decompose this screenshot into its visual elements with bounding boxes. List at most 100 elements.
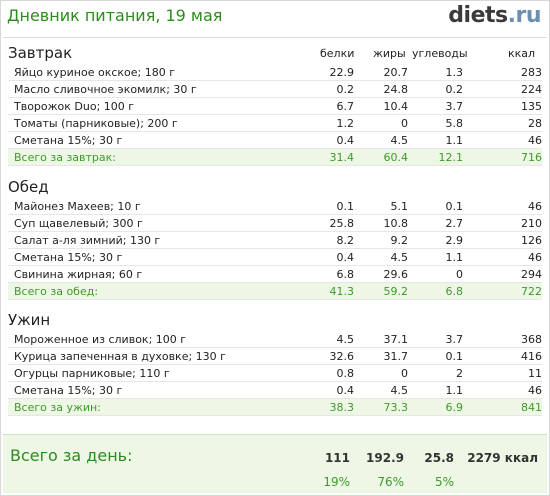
protein-value: 0.2	[270, 80, 354, 98]
page-title: Дневник питания, 19 мая	[7, 6, 223, 25]
kcal-value: 126	[463, 231, 542, 249]
food-row[interactable]: Суп щавелевый; 300 г 25.8 10.8 2.7 210	[8, 214, 542, 232]
food-name[interactable]: Салат а-ля зимний; 130 г	[8, 231, 270, 249]
meal-total-row: Всего за завтрак: 31.4 60.4 12.1 716	[8, 148, 542, 166]
protein-value: 4.5	[270, 331, 354, 348]
food-name[interactable]: Свинина жирная; 60 г	[8, 265, 270, 283]
meal-total-kcal: 841	[463, 398, 542, 416]
carbs-value: 2.7	[408, 214, 463, 232]
day-total-panel: Всего за день: 111 192.9 25.8 2279 ккал …	[3, 434, 547, 493]
food-row[interactable]: Сметана 15%; 30 г 0.4 4.5 1.1 46	[8, 131, 542, 149]
protein-value: 6.7	[270, 97, 354, 115]
fat-value: 5.1	[354, 198, 408, 215]
food-name[interactable]: Курица запеченная в духовке; 130 г	[8, 347, 270, 365]
meal-total-protein: 41.3	[270, 282, 354, 300]
food-name[interactable]: Сметана 15%; 30 г	[8, 248, 270, 266]
food-row[interactable]: Творожок Duo; 100 г 6.7 10.4 3.7 135	[8, 97, 542, 115]
kcal-value: 28	[463, 114, 542, 132]
meal-total-fat: 73.3	[354, 398, 408, 416]
meal-rows: Мороженное из сливок; 100 г 4.5 37.1 3.7 368…	[8, 331, 542, 416]
food-name[interactable]: Яйцо куриное окское; 180 г	[8, 64, 270, 81]
food-row[interactable]: Сметана 15%; 30 г 0.4 4.5 1.1 46	[8, 248, 542, 266]
carbs-value: 2	[408, 364, 463, 382]
kcal-value: 416	[463, 347, 542, 365]
fat-value: 4.5	[354, 248, 408, 266]
meal-total-label: Всего за ужин:	[8, 398, 270, 416]
column-header-fat: жиры	[373, 47, 406, 60]
protein-value: 22.9	[270, 64, 354, 81]
site-logo[interactable]: diets.ru	[448, 3, 541, 28]
food-row[interactable]: Майонез Махеев; 10 г 0.1 5.1 0.1 46	[8, 198, 542, 215]
protein-value: 0.4	[270, 248, 354, 266]
kcal-value: 46	[463, 381, 542, 399]
meal-total-label: Всего за обед:	[8, 282, 270, 300]
meal-rows: Яйцо куриное окское; 180 г 22.9 20.7 1.3 283…	[8, 64, 542, 166]
column-header-kcal: ккал	[508, 47, 536, 60]
logo-main: diets	[448, 3, 508, 28]
carbs-value: 5.8	[408, 114, 463, 132]
meal-total-row: Всего за обед: 41.3 59.2 6.8 722	[8, 282, 542, 300]
carbs-value: 1.3	[408, 64, 463, 81]
fat-value: 24.8	[354, 80, 408, 98]
meal-total-carbs: 6.8	[408, 282, 463, 300]
food-name[interactable]: Сметана 15%; 30 г	[8, 131, 270, 149]
meal-total-carbs: 6.9	[408, 398, 463, 416]
food-row[interactable]: Томаты (парниковые); 200 г 1.2 0 5.8 28	[8, 114, 542, 132]
meal-total-fat: 60.4	[354, 148, 408, 166]
carbs-value: 3.7	[408, 97, 463, 115]
header: Дневник питания, 19 мая diets.ru	[0, 0, 550, 36]
kcal-value: 11	[463, 364, 542, 382]
protein-value: 8.2	[270, 231, 354, 249]
kcal-value: 294	[463, 265, 542, 283]
meal-table-breakfast: Яйцо куриное окское; 180 г 22.9 20.7 1.3 283…	[8, 64, 542, 166]
kcal-value: 46	[463, 131, 542, 149]
meal-total-kcal: 722	[463, 282, 542, 300]
food-name[interactable]: Томаты (парниковые); 200 г	[8, 114, 270, 132]
food-row[interactable]: Яйцо куриное окское; 180 г 22.9 20.7 1.3 283	[8, 64, 542, 81]
meal-total-protein: 38.3	[270, 398, 354, 416]
food-row[interactable]: Масло сливочное экомилк; 30 г 0.2 24.8 0.2 2…	[8, 80, 542, 98]
column-header-carbs: углеводы	[412, 47, 468, 60]
meal-title-lunch: Обед	[8, 178, 49, 196]
meal-total-kcal: 716	[463, 148, 542, 166]
food-row[interactable]: Огурцы парниковые; 110 г 0.8 0 2 11	[8, 364, 542, 382]
carbs-value: 0.1	[408, 347, 463, 365]
fat-value: 9.2	[354, 231, 408, 249]
meal-total-fat: 59.2	[354, 282, 408, 300]
protein-value: 0.8	[270, 364, 354, 382]
kcal-value: 46	[463, 198, 542, 215]
food-name[interactable]: Масло сливочное экомилк; 30 г	[8, 80, 270, 98]
day-pct-protein: 19%	[323, 475, 350, 489]
food-name[interactable]: Суп щавелевый; 300 г	[8, 214, 270, 232]
fat-value: 0	[354, 114, 408, 132]
day-total-kcal: 2279 ккал	[467, 451, 538, 465]
food-name[interactable]: Мороженное из сливок; 100 г	[8, 331, 270, 348]
food-name[interactable]: Творожок Duo; 100 г	[8, 97, 270, 115]
food-name[interactable]: Огурцы парниковые; 110 г	[8, 364, 270, 382]
food-row[interactable]: Салат а-ля зимний; 130 г 8.2 9.2 2.9 126	[8, 231, 542, 249]
header-divider	[3, 37, 547, 38]
meal-total-protein: 31.4	[270, 148, 354, 166]
meal-rows: Майонез Махеев; 10 г 0.1 5.1 0.1 46 Суп щавел…	[8, 198, 542, 300]
carbs-value: 0.1	[408, 198, 463, 215]
food-name[interactable]: Майонез Махеев; 10 г	[8, 198, 270, 215]
protein-value: 25.8	[270, 214, 354, 232]
carbs-value: 1.1	[408, 131, 463, 149]
day-total-carbs: 25.8	[424, 451, 454, 465]
food-row[interactable]: Свинина жирная; 60 г 6.8 29.6 0 294	[8, 265, 542, 283]
food-name[interactable]: Сметана 15%; 30 г	[8, 381, 270, 399]
protein-value: 0.4	[270, 131, 354, 149]
protein-value: 6.8	[270, 265, 354, 283]
fat-value: 4.5	[354, 131, 408, 149]
protein-value: 0.1	[270, 198, 354, 215]
fat-value: 31.7	[354, 347, 408, 365]
protein-value: 0.4	[270, 381, 354, 399]
meal-table-dinner: Мороженное из сливок; 100 г 4.5 37.1 3.7 368…	[8, 331, 542, 416]
fat-value: 37.1	[354, 331, 408, 348]
food-row[interactable]: Курица запеченная в духовке; 130 г 32.6 31…	[8, 347, 542, 365]
food-row[interactable]: Мороженное из сливок; 100 г 4.5 37.1 3.7 368	[8, 331, 542, 348]
fat-value: 4.5	[354, 381, 408, 399]
kcal-value: 46	[463, 248, 542, 266]
food-row[interactable]: Сметана 15%; 30 г 0.4 4.5 1.1 46	[8, 381, 542, 399]
fat-value: 0	[354, 364, 408, 382]
